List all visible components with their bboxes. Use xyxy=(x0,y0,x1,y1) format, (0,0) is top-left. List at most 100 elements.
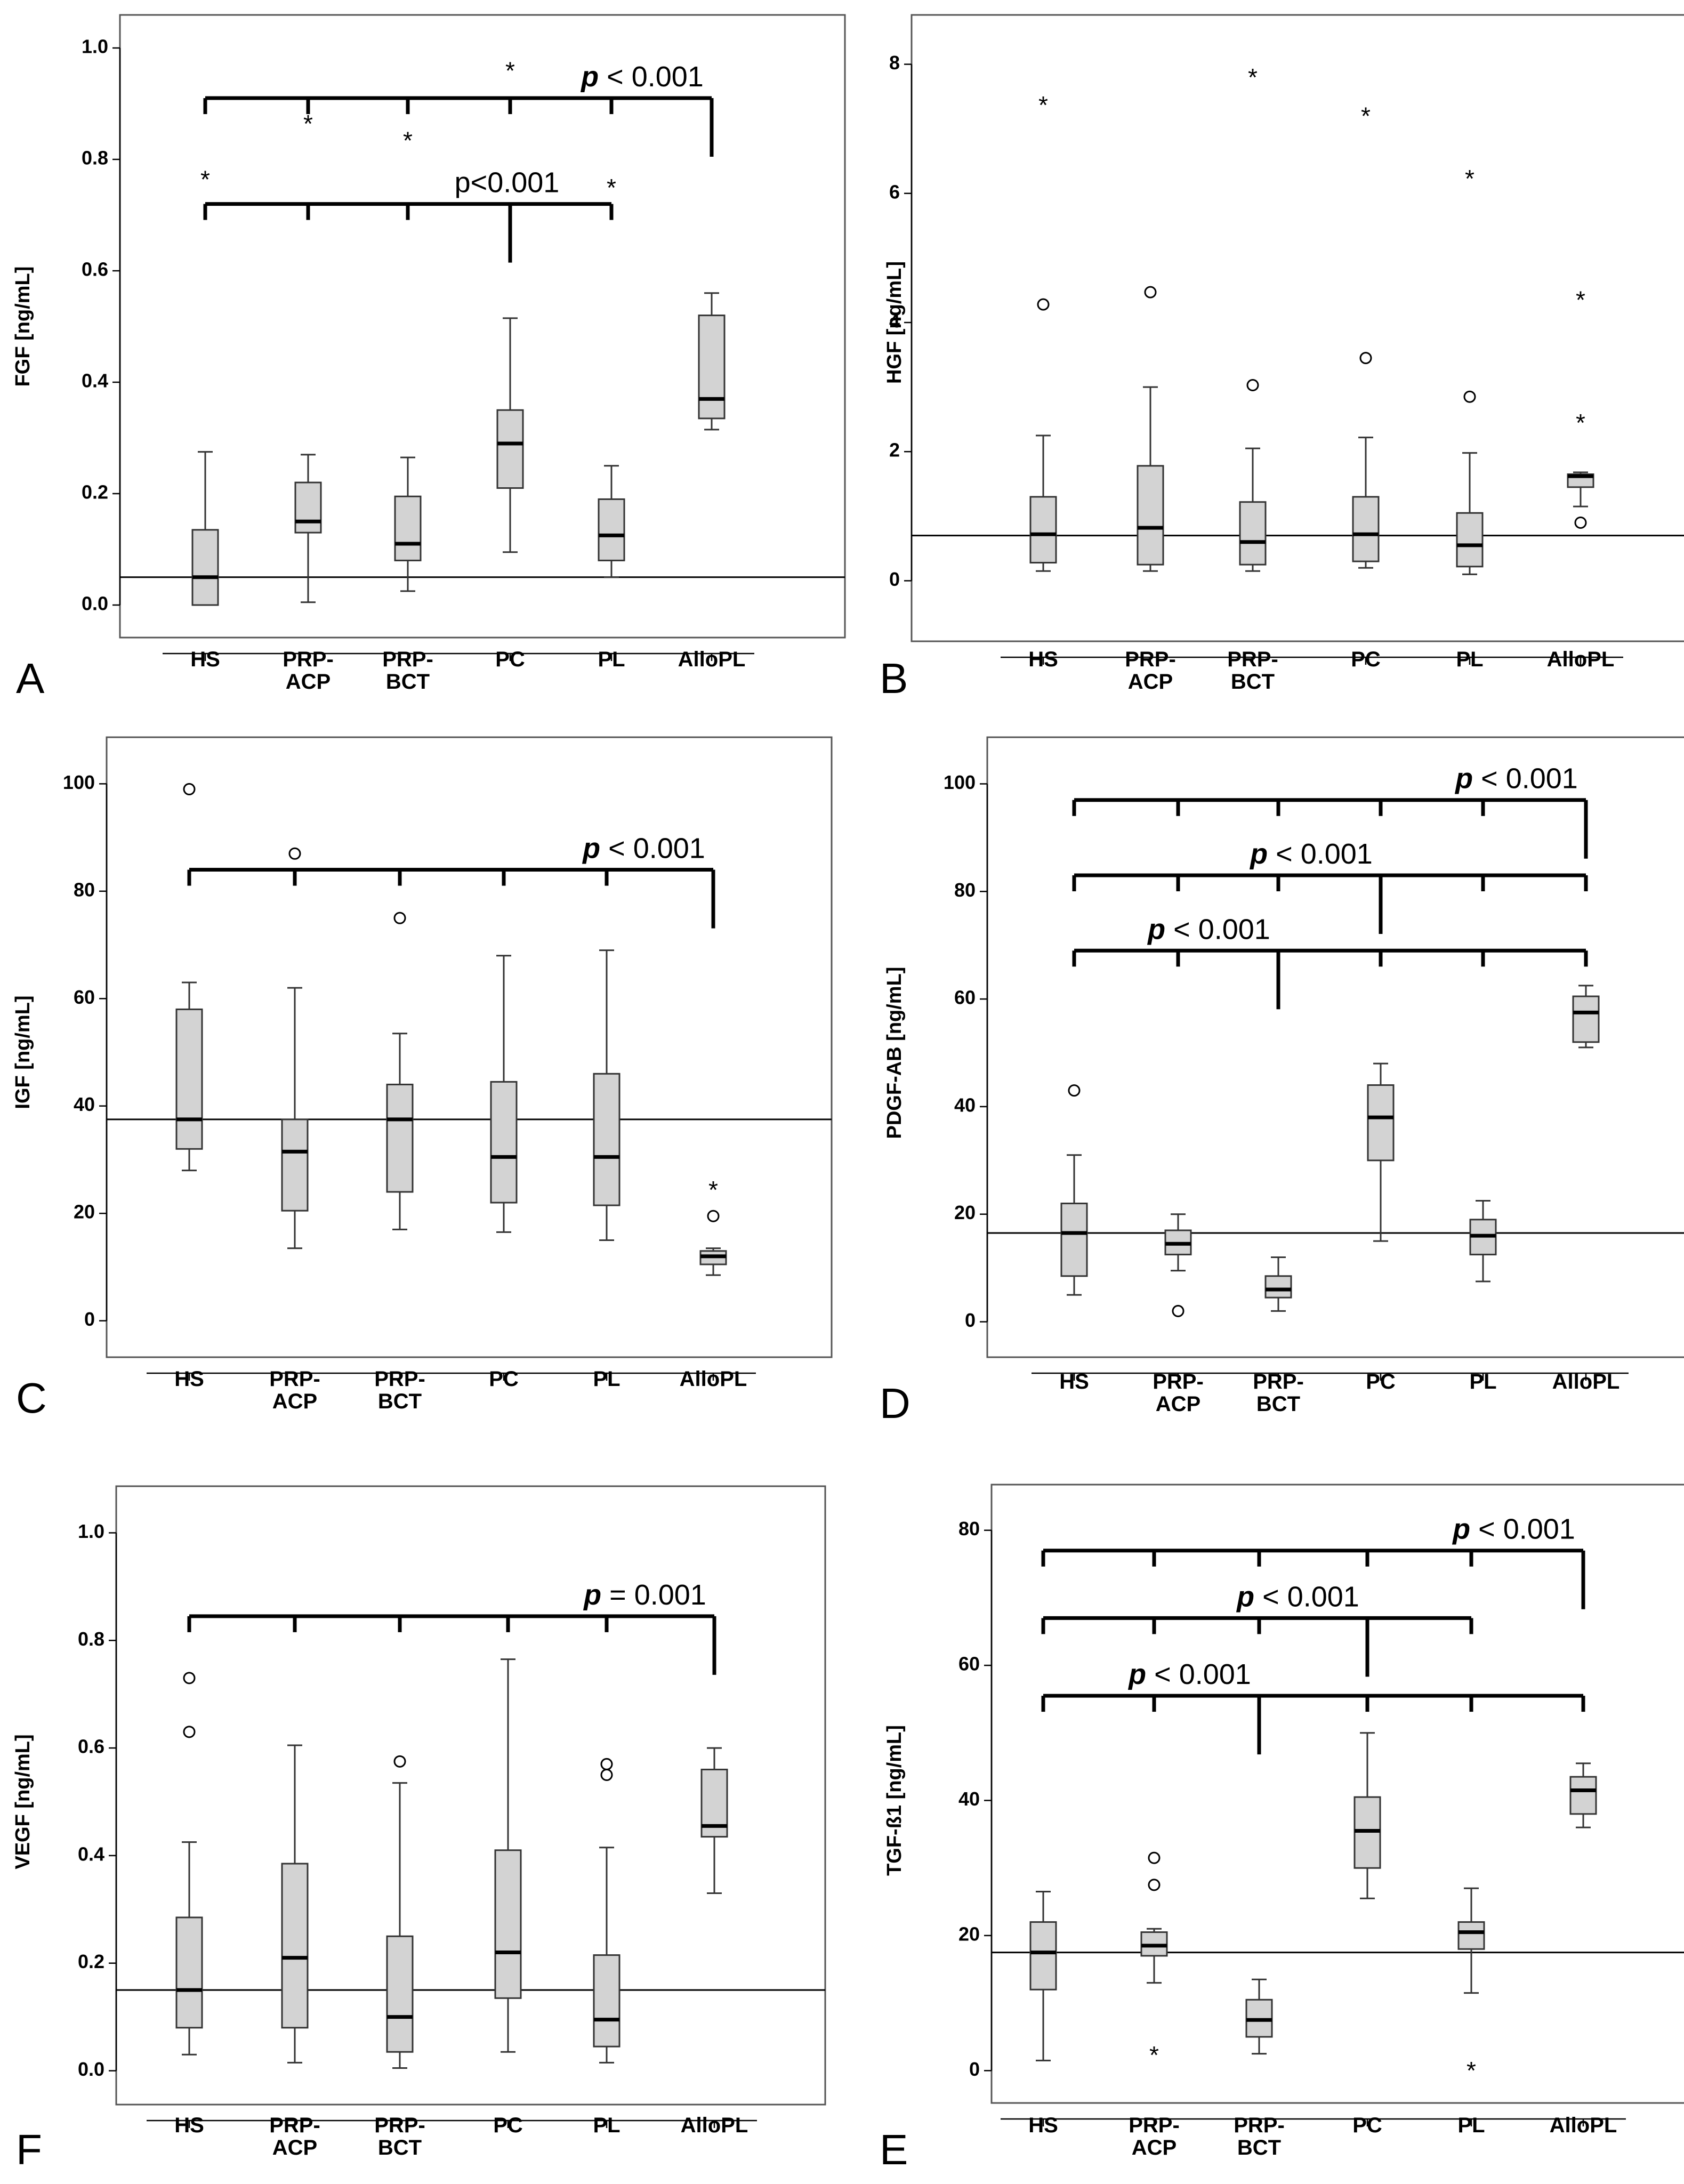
box-body xyxy=(394,495,422,561)
box-2 xyxy=(1137,386,1164,572)
y-tick-label: 60 xyxy=(958,1653,980,1675)
category-label-line2: BCT xyxy=(1256,1392,1300,1416)
category-label: PRP- xyxy=(382,648,433,671)
box-2 xyxy=(281,987,309,1250)
box-body xyxy=(490,1081,518,1204)
y-tick-label: 0 xyxy=(965,1309,976,1331)
box-body xyxy=(1572,995,1600,1043)
outlier-point xyxy=(1574,516,1587,529)
category-label: AlloPL xyxy=(1547,648,1615,671)
category-label: PL xyxy=(593,1367,620,1391)
box-3 xyxy=(1264,1256,1292,1312)
extreme-point: * xyxy=(1576,286,1585,314)
y-tick-label: 80 xyxy=(954,879,976,901)
outlier-point xyxy=(1068,1084,1081,1097)
extreme-point: * xyxy=(1361,102,1371,130)
panel-label: B xyxy=(880,655,908,702)
category-label-line2: BCT xyxy=(386,670,430,694)
category-label-line2: ACP xyxy=(286,670,331,694)
box-3 xyxy=(394,456,422,592)
y-axis-label: HGF [ng/mL] xyxy=(883,261,906,384)
category-label: PC xyxy=(489,1367,519,1391)
box-body xyxy=(698,315,726,420)
panel-label: D xyxy=(880,1380,911,1427)
panel-label: A xyxy=(16,655,45,702)
outlier-point xyxy=(1148,1851,1161,1864)
box-1 xyxy=(1029,1891,1057,2061)
category-label: AlloPL xyxy=(680,1367,747,1391)
box-6 xyxy=(1569,1762,1597,1828)
category-label: HS xyxy=(174,2114,204,2137)
p-value: < 0.001 xyxy=(599,61,704,93)
category-label: AlloPL xyxy=(1552,1370,1620,1393)
category-label-line2: ACP xyxy=(272,1390,317,1413)
box-6 xyxy=(1567,471,1594,507)
category-label: HS xyxy=(1028,648,1058,671)
category-label-line2: BCT xyxy=(378,1390,422,1413)
box-6 xyxy=(1572,985,1600,1049)
box-1 xyxy=(1029,434,1057,572)
box-body xyxy=(1239,501,1267,566)
extreme-point: * xyxy=(403,126,413,154)
category-label: AlloPL xyxy=(681,2114,748,2137)
outlier-point xyxy=(183,783,196,795)
significance-label: p < 0.001 xyxy=(1454,763,1578,795)
p-symbol: p xyxy=(1452,1513,1470,1545)
p-symbol: p xyxy=(1454,763,1473,795)
category-label: AlloPL xyxy=(678,648,746,671)
plot-frame xyxy=(119,14,846,639)
y-tick-label: 20 xyxy=(954,1202,976,1223)
extreme-point: * xyxy=(1467,2057,1476,2084)
y-tick-label: 20 xyxy=(958,1923,980,1945)
y-tick-label: 0.8 xyxy=(78,1628,104,1650)
p-symbol: p xyxy=(580,61,599,93)
p-value: < 0.001 xyxy=(1254,1581,1359,1613)
extreme-point: * xyxy=(1248,63,1258,91)
box-4 xyxy=(1352,437,1380,569)
extreme-point: * xyxy=(303,110,313,138)
outlier-point xyxy=(183,1672,196,1685)
box-body xyxy=(496,409,524,489)
box-body xyxy=(294,481,322,534)
outlier-point xyxy=(1246,378,1259,391)
y-axis-label: FGF [ng/mL] xyxy=(12,267,34,387)
y-tick-label: 0.0 xyxy=(82,593,108,615)
panel-label: E xyxy=(880,2126,908,2173)
p-symbol: p xyxy=(583,1579,601,1611)
category-label: PC xyxy=(1352,2114,1382,2137)
p-value: = 0.001 xyxy=(601,1579,706,1611)
y-axis-label: VEGF [ng/mL] xyxy=(12,1734,34,1869)
box-body xyxy=(1060,1203,1088,1277)
category-label: PL xyxy=(1456,648,1483,671)
category-label: PC xyxy=(495,648,525,671)
category-label-line2: BCT xyxy=(1237,2136,1281,2159)
category-label-line2: ACP xyxy=(1156,1392,1200,1416)
outlier-point xyxy=(183,1726,196,1738)
box-4 xyxy=(1353,1732,1381,1899)
category-label: PRP- xyxy=(269,2114,320,2137)
y-tick-label: 80 xyxy=(74,879,95,900)
y-tick-label: 40 xyxy=(958,1788,980,1810)
y-tick-label: 80 xyxy=(958,1518,980,1540)
category-label: HS xyxy=(174,1367,204,1391)
box-body xyxy=(281,1118,309,1212)
extreme-point: * xyxy=(200,166,210,194)
y-tick-label: 0.8 xyxy=(82,147,108,169)
box-body xyxy=(598,498,625,561)
p-symbol: p xyxy=(1127,1658,1146,1690)
y-tick-label: 0.2 xyxy=(78,1951,104,1972)
category-label: PRP- xyxy=(1153,1370,1204,1393)
significance-label: p < 0.001 xyxy=(1452,1513,1575,1545)
outlier-point xyxy=(393,1755,406,1768)
category-label-line2: ACP xyxy=(1128,670,1173,694)
p-symbol: p xyxy=(1236,1581,1254,1613)
plot-frame xyxy=(986,736,1684,1358)
category-label: PL xyxy=(593,2114,620,2137)
significance-bracket: p < 0.001 xyxy=(187,833,715,929)
significance-label: p < 0.001 xyxy=(1236,1581,1359,1613)
y-tick-label: 60 xyxy=(74,986,95,1008)
significance-bracket: p < 0.001 xyxy=(203,61,714,157)
significance-bracket: p < 0.001 xyxy=(1041,1658,1585,1755)
y-tick-label: 0.6 xyxy=(78,1736,104,1758)
category-label: PRP- xyxy=(374,1367,425,1391)
